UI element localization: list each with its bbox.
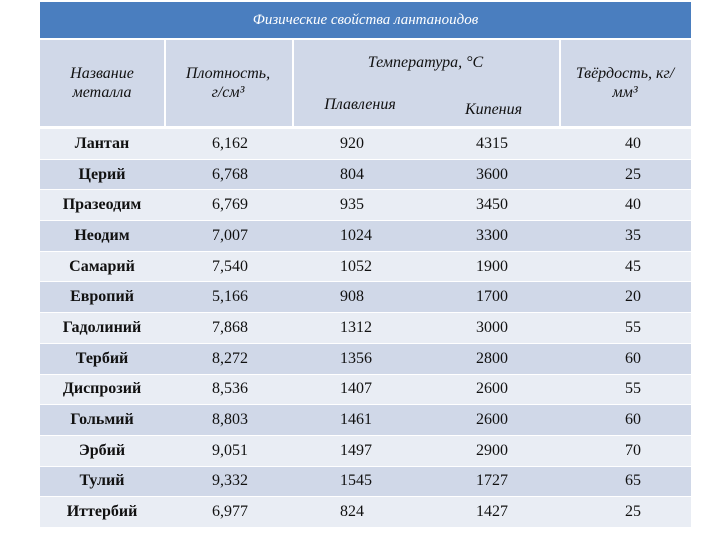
cell-hardness: 55 xyxy=(625,318,641,336)
cell-hardness: 40 xyxy=(625,134,641,152)
cell-density: 6,768 xyxy=(212,165,248,183)
header-hardness: Твёрдость, кг/мм³ xyxy=(575,65,675,101)
table-header: Название металла Плотность, г/см³ Темпер… xyxy=(40,40,691,128)
cell-hardness: 20 xyxy=(625,288,641,306)
table-row: Лантан 6,162 920 4315 40 xyxy=(40,128,691,159)
cell-name: Самарий xyxy=(69,257,135,275)
cell-melting: 804 xyxy=(340,165,364,183)
cell-name: Гадолиний xyxy=(62,318,142,336)
cell-hardness: 35 xyxy=(625,226,641,244)
header-divider xyxy=(164,40,166,126)
cell-melting: 1312 xyxy=(340,318,372,336)
cell-boiling: 2600 xyxy=(476,411,508,429)
cell-hardness: 25 xyxy=(625,503,641,521)
cell-melting: 1461 xyxy=(340,411,372,429)
table-title: Физические свойства лантаноидов xyxy=(40,2,691,40)
cell-hardness: 45 xyxy=(625,257,641,275)
cell-density: 7,007 xyxy=(212,226,248,244)
header-density: Плотность, г/см³ xyxy=(185,65,271,101)
cell-name: Иттербий xyxy=(66,503,138,521)
cell-name: Гольмий xyxy=(70,411,134,429)
cell-melting: 1545 xyxy=(340,472,372,490)
lanthanides-table: Физические свойства лантаноидов Название… xyxy=(40,2,691,527)
cell-name: Диспрозий xyxy=(62,380,142,398)
header-divider xyxy=(559,40,561,126)
cell-melting: 1497 xyxy=(340,441,372,459)
cell-melting: 920 xyxy=(340,134,364,152)
cell-name: Церий xyxy=(78,165,126,183)
table-row: Иттербий 6,977 824 1427 25 xyxy=(40,496,691,527)
cell-boiling: 1700 xyxy=(476,288,508,306)
table-row: Европий 5,166 908 1700 20 xyxy=(40,281,691,313)
cell-hardness: 55 xyxy=(625,380,641,398)
cell-boiling: 3000 xyxy=(476,318,508,336)
cell-boiling: 1427 xyxy=(476,503,508,521)
table-row: Празеодим 6,769 935 3450 40 xyxy=(40,189,691,221)
table-row: Диспрозий 8,536 1407 2600 55 xyxy=(40,373,691,405)
cell-boiling: 4315 xyxy=(476,134,508,152)
header-melting: Плавления xyxy=(324,95,396,113)
cell-density: 7,868 xyxy=(212,318,248,336)
cell-boiling: 2900 xyxy=(476,441,508,459)
cell-density: 6,977 xyxy=(212,503,248,521)
cell-density: 6,162 xyxy=(212,134,248,152)
cell-boiling: 2800 xyxy=(476,349,508,367)
cell-density: 9,051 xyxy=(212,441,248,459)
cell-melting: 908 xyxy=(340,288,364,306)
cell-hardness: 70 xyxy=(625,441,641,459)
table-row: Тербий 8,272 1356 2800 60 xyxy=(40,342,691,374)
cell-boiling: 3600 xyxy=(476,165,508,183)
table-row: Тулий 9,332 1545 1727 65 xyxy=(40,465,691,497)
table-body: Лантан 6,162 920 4315 40 Церий 6,768 804 3600 25 П… xyxy=(40,128,691,527)
cell-boiling: 2600 xyxy=(476,380,508,398)
cell-hardness: 60 xyxy=(625,411,641,429)
cell-density: 8,272 xyxy=(212,349,248,367)
table-row: Церий 6,768 804 3600 25 xyxy=(40,158,691,190)
cell-boiling: 1727 xyxy=(476,472,508,490)
header-divider xyxy=(292,40,294,126)
cell-melting: 1356 xyxy=(340,349,372,367)
cell-boiling: 1900 xyxy=(476,257,508,275)
cell-boiling: 3450 xyxy=(476,196,508,214)
cell-name: Тербий xyxy=(75,349,129,367)
cell-density: 8,803 xyxy=(212,411,248,429)
cell-melting: 1407 xyxy=(340,380,372,398)
cell-hardness: 65 xyxy=(625,472,641,490)
header-name: Название металла xyxy=(70,65,134,101)
cell-density: 5,166 xyxy=(212,288,248,306)
table-row: Гольмий 8,803 1461 2600 60 xyxy=(40,404,691,435)
cell-name: Празеодим xyxy=(62,196,142,214)
cell-hardness: 60 xyxy=(625,349,641,367)
cell-name: Неодим xyxy=(74,226,130,244)
table-row: Эрбий 9,051 1497 2900 70 xyxy=(40,434,691,466)
table-row: Гадолиний 7,868 1312 3000 55 xyxy=(40,312,691,343)
cell-hardness: 40 xyxy=(625,196,641,214)
cell-density: 7,540 xyxy=(212,257,248,275)
cell-hardness: 25 xyxy=(625,165,641,183)
cell-density: 6,769 xyxy=(212,196,248,214)
cell-melting: 1024 xyxy=(340,226,372,244)
cell-name: Тулий xyxy=(79,472,125,490)
cell-melting: 824 xyxy=(340,503,364,521)
cell-melting: 935 xyxy=(340,196,364,214)
cell-name: Лантан xyxy=(74,134,130,152)
table-row: Неодим 7,007 1024 3300 35 xyxy=(40,220,691,251)
header-temperature: Температура, °С xyxy=(367,53,484,71)
table-row: Самарий 7,540 1052 1900 45 xyxy=(40,250,691,282)
cell-density: 9,332 xyxy=(212,472,248,490)
cell-name: Эрбий xyxy=(78,441,126,459)
header-boiling: Кипения xyxy=(464,100,523,118)
cell-melting: 1052 xyxy=(340,257,372,275)
cell-name: Европий xyxy=(70,288,134,306)
cell-density: 8,536 xyxy=(212,380,248,398)
cell-boiling: 3300 xyxy=(476,226,508,244)
